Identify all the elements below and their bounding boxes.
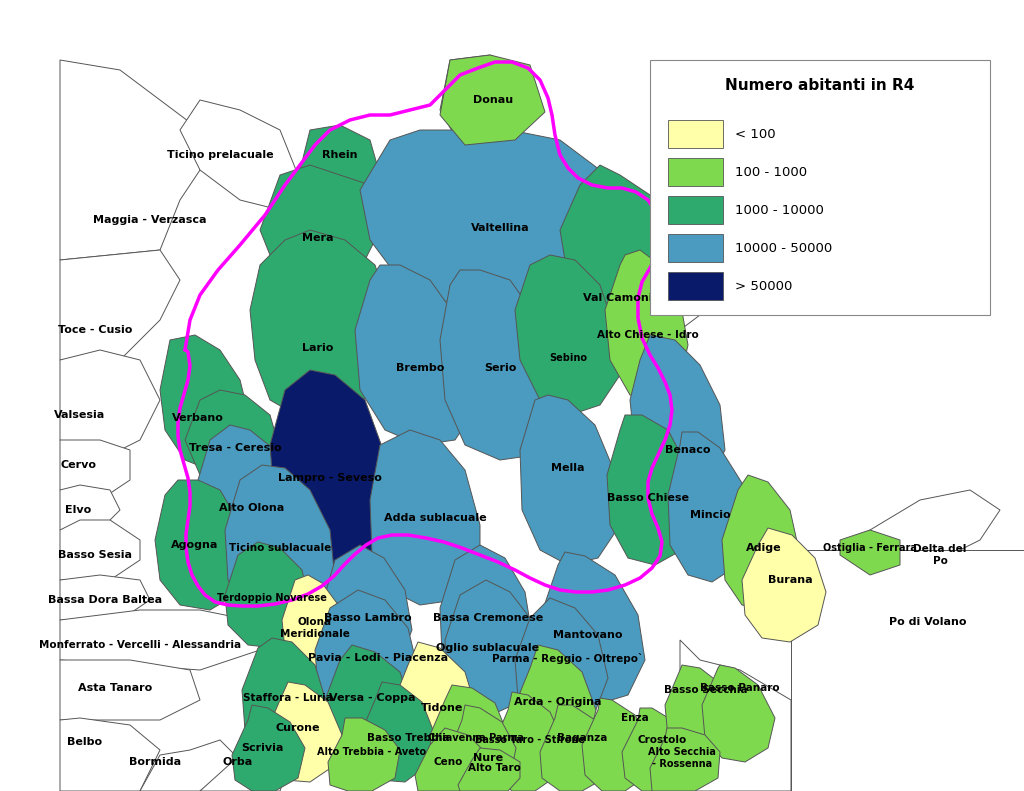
Text: Benaco: Benaco [666,445,711,455]
Text: Maggia - Verzasca: Maggia - Verzasca [93,215,207,225]
Text: Arda - Origina: Arda - Origina [514,697,602,707]
Polygon shape [155,480,245,610]
Polygon shape [840,490,1000,580]
Polygon shape [560,165,680,350]
Text: Staffora - Luria: Staffora - Luria [243,693,333,703]
Polygon shape [60,350,160,460]
Text: Basso Chiese: Basso Chiese [607,493,689,503]
Text: Oglio sublacuale: Oglio sublacuale [436,643,540,653]
Polygon shape [440,55,545,145]
Text: Val Camonica: Val Camonica [584,293,667,303]
Text: Asta Tanaro: Asta Tanaro [78,683,153,693]
Polygon shape [440,270,555,460]
Text: Ostiglia - Ferrara: Ostiglia - Ferrara [823,543,916,553]
Polygon shape [325,645,412,758]
Polygon shape [232,705,305,791]
Polygon shape [622,708,692,791]
Text: Olona
Meridionale: Olona Meridionale [280,617,350,639]
Bar [650,60,990,315]
Polygon shape [315,590,418,720]
Polygon shape [160,335,250,470]
Text: Basso Lambro: Basso Lambro [325,613,412,623]
Polygon shape [322,545,412,675]
Polygon shape [225,542,310,648]
Polygon shape [430,685,508,782]
Text: Mincio: Mincio [690,510,730,520]
Polygon shape [392,642,478,765]
Polygon shape [680,640,791,791]
Bar [668,272,723,300]
Polygon shape [515,645,596,760]
Polygon shape [540,705,610,791]
Text: Basso Taro - Stirone: Basso Taro - Stirone [475,735,585,745]
Text: Burana: Burana [768,575,812,585]
Text: < 100: < 100 [735,127,775,141]
Text: Mera: Mera [302,233,334,243]
Text: Donau: Donau [473,95,513,105]
Polygon shape [607,415,692,565]
Text: Basso Trebbia: Basso Trebbia [367,733,450,743]
Polygon shape [270,370,390,570]
Polygon shape [225,465,335,625]
Text: Tresa - Ceresio: Tresa - Ceresio [188,443,282,453]
Text: Ceno: Ceno [433,757,463,767]
Text: Cervo: Cervo [60,460,96,470]
Text: Pavia - Lodi - Piacenza: Pavia - Lodi - Piacenza [308,653,449,663]
Polygon shape [200,745,290,791]
Polygon shape [60,60,200,260]
Text: Crostolo: Crostolo [637,735,687,745]
Polygon shape [458,748,520,791]
Text: Alto Secchia
- Rossenna: Alto Secchia - Rossenna [648,747,716,769]
Text: Ticino prelacuale: Ticino prelacuale [167,150,273,160]
Polygon shape [60,610,260,670]
Polygon shape [355,265,475,445]
Text: Basso Sesia: Basso Sesia [58,550,132,560]
Polygon shape [328,718,400,791]
Polygon shape [60,660,200,720]
Polygon shape [540,552,645,705]
Bar [668,158,723,186]
Text: Ticino sublacuale: Ticino sublacuale [229,543,331,553]
Text: Bormida: Bormida [129,757,181,767]
Text: Po di Volano: Po di Volano [889,617,967,627]
Text: Nure: Nure [473,753,503,763]
Polygon shape [440,55,540,145]
Polygon shape [791,550,1024,791]
Polygon shape [440,545,532,682]
Polygon shape [282,575,348,668]
Polygon shape [840,575,980,650]
Polygon shape [840,530,900,575]
Polygon shape [515,598,608,728]
Text: Adige: Adige [746,543,781,553]
Text: Lario: Lario [302,343,334,353]
Polygon shape [250,230,390,420]
Text: Numero abitanti in R4: Numero abitanti in R4 [725,78,914,93]
Text: Delta del
Po: Delta del Po [913,544,967,566]
Polygon shape [582,698,652,791]
Text: Alto Taro: Alto Taro [468,763,520,773]
Polygon shape [722,475,800,610]
Polygon shape [360,682,435,782]
Polygon shape [702,665,775,762]
Text: Chiavenna Parma: Chiavenna Parma [428,733,524,743]
Text: Valsesia: Valsesia [54,410,105,420]
Text: Orba: Orba [223,757,253,767]
Text: 100 - 1000: 100 - 1000 [735,165,807,179]
Polygon shape [370,430,480,605]
Text: Sebino: Sebino [549,353,587,363]
Polygon shape [665,665,738,762]
Polygon shape [242,638,328,758]
Polygon shape [195,425,300,580]
Bar [668,120,723,148]
Polygon shape [415,728,485,791]
Text: Valtellina: Valtellina [471,223,529,233]
Text: Mella: Mella [551,463,585,473]
Polygon shape [265,682,342,782]
Text: Curone: Curone [275,723,321,733]
Polygon shape [185,390,280,490]
Text: Rhein: Rhein [323,150,357,160]
Text: Parma - Reggio - Oltrepo`: Parma - Reggio - Oltrepo` [493,653,644,664]
Text: Agogna: Agogna [171,540,219,550]
Polygon shape [650,728,720,791]
